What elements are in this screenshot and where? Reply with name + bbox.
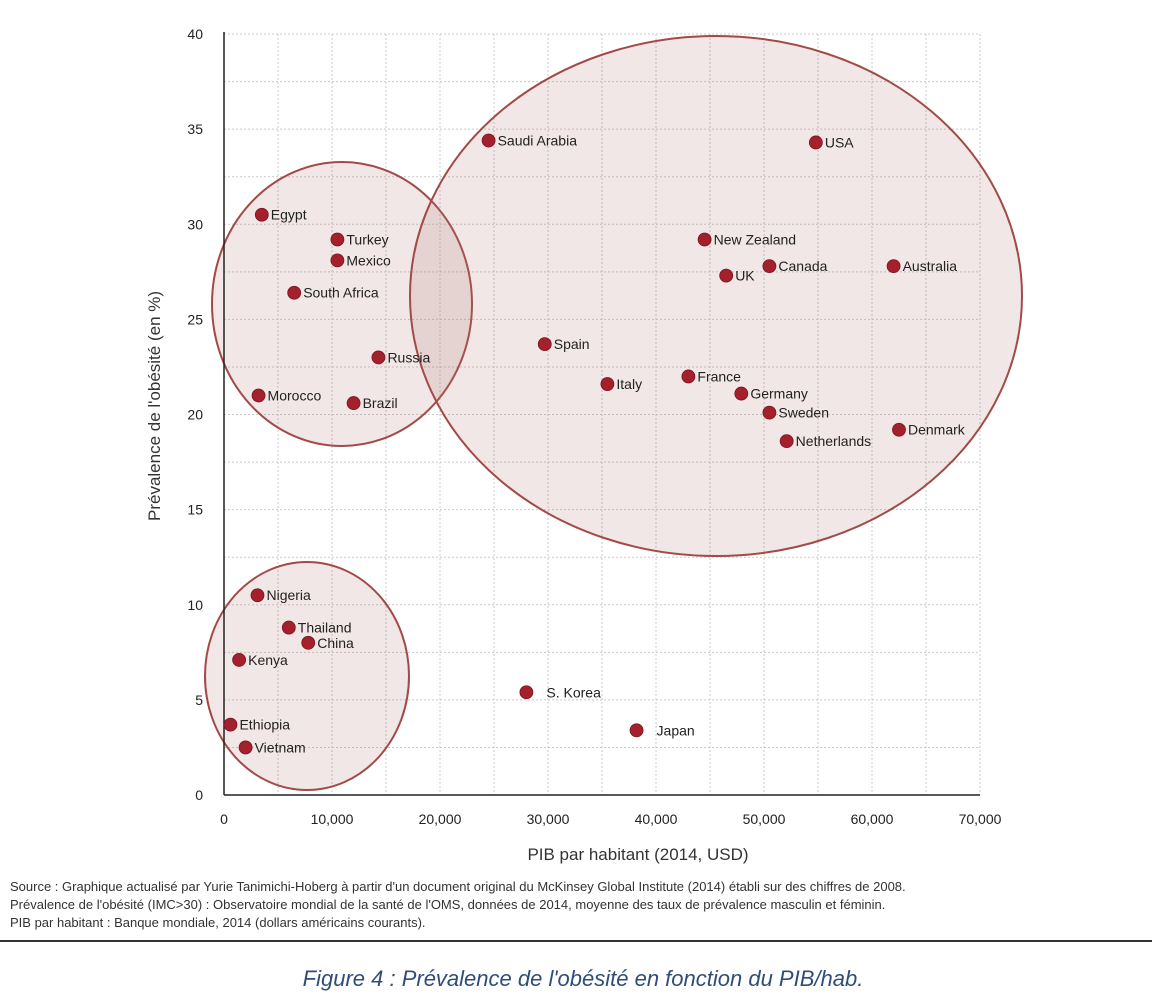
y-tick-label: 30 xyxy=(187,216,203,232)
point-label-usa: USA xyxy=(825,134,854,150)
point-label-s-korea: S. Korea xyxy=(546,684,601,700)
x-tick-label: 50,000 xyxy=(743,811,786,827)
point-label-germany: Germany xyxy=(750,386,808,402)
figure-caption: Figure 4 : Prévalence de l'obésité en fo… xyxy=(302,966,864,991)
point-label-uk: UK xyxy=(735,268,755,284)
point-japan xyxy=(629,723,644,738)
point-label-thailand: Thailand xyxy=(298,620,352,636)
y-tick-label: 5 xyxy=(195,692,203,708)
x-tick-label: 70,000 xyxy=(959,811,1002,827)
x-tick-label: 40,000 xyxy=(635,811,678,827)
x-tick-label: 0 xyxy=(220,811,228,827)
cluster-ellipse-1 xyxy=(211,161,473,447)
point-canada xyxy=(762,259,777,274)
point-s-korea xyxy=(519,685,534,700)
point-label-south-africa: South Africa xyxy=(303,285,379,301)
point-label-sweden: Sweden xyxy=(778,405,829,421)
source-line-3: PIB par habitant : Banque mondiale, 2014… xyxy=(10,915,426,930)
point-egypt xyxy=(254,207,269,222)
point-spain xyxy=(537,337,552,352)
y-tick-label: 25 xyxy=(187,311,203,327)
source-line-2: Prévalence de l'obésité (IMC>30) : Obser… xyxy=(10,897,886,912)
x-axis-title: PIB par habitant (2014, USD) xyxy=(527,845,748,864)
cluster-ellipse-2 xyxy=(409,35,1023,557)
point-denmark xyxy=(892,422,906,437)
point-label-netherlands: Netherlands xyxy=(796,433,872,449)
point-new-zealand xyxy=(697,232,712,247)
point-australia xyxy=(886,259,901,274)
point-sweden xyxy=(762,405,777,420)
point-label-italy: Italy xyxy=(616,376,642,392)
axis-layer: 0 10,000 20,000 30,000 40,000 50,000 60,000 70,… xyxy=(187,26,1001,827)
y-tick-label: 35 xyxy=(187,121,203,137)
point-label-brazil: Brazil xyxy=(363,395,398,411)
point-label-mexico: Mexico xyxy=(346,252,391,268)
grid-layer xyxy=(224,33,981,795)
source-note: Source : Graphique actualisé par Yurie T… xyxy=(10,878,1160,932)
point-italy xyxy=(600,377,615,391)
point-label-new-zealand: New Zealand xyxy=(714,231,797,247)
y-tick-label: 20 xyxy=(187,407,203,423)
point-france xyxy=(681,369,696,384)
cluster-layer xyxy=(204,35,1023,791)
y-tick-label: 15 xyxy=(187,502,203,518)
point-label-kenya: Kenya xyxy=(248,652,288,668)
point-label-turkey: Turkey xyxy=(346,231,388,247)
point-label-japan: Japan xyxy=(657,722,695,738)
point-label-france: France xyxy=(697,368,741,384)
point-saudi-arabia xyxy=(481,133,496,148)
point-label-egypt: Egypt xyxy=(271,207,307,223)
point-label-russia: Russia xyxy=(387,349,430,365)
source-line-1: Source : Graphique actualisé par Yurie T… xyxy=(10,879,906,894)
point-brazil xyxy=(346,396,361,410)
scatter-chart: 0 10,000 20,000 30,000 40,000 50,000 60,000 70,… xyxy=(145,26,1023,864)
x-tick-label: 30,000 xyxy=(527,811,570,827)
point-label-saudi-arabia: Saudi Arabia xyxy=(498,133,578,149)
point-vietnam xyxy=(238,740,253,755)
point-label-australia: Australia xyxy=(903,258,958,274)
point-south-africa xyxy=(287,285,302,300)
point-morocco xyxy=(251,388,266,403)
cluster-ellipse-3 xyxy=(204,561,410,791)
point-label-china: China xyxy=(317,635,354,651)
point-label-spain: Spain xyxy=(554,336,590,352)
y-tick-label: 0 xyxy=(195,787,203,803)
y-axis-title: Prévalence de l'obésité (en %) xyxy=(145,291,164,521)
x-tick-label: 20,000 xyxy=(419,811,462,827)
divider xyxy=(0,940,1152,942)
point-uk xyxy=(719,268,734,283)
point-label-denmark: Denmark xyxy=(908,422,966,438)
point-china xyxy=(301,635,316,650)
point-layer: Saudi Arabia USA Egypt Turkey New Zealand Mex… xyxy=(223,133,966,755)
point-label-vietnam: Vietnam xyxy=(255,739,306,755)
point-label-morocco: Morocco xyxy=(268,387,322,403)
point-label-nigeria: Nigeria xyxy=(266,587,311,603)
point-usa xyxy=(808,135,823,150)
point-ethiopia xyxy=(223,717,238,732)
point-germany xyxy=(734,386,749,401)
point-netherlands xyxy=(779,434,794,449)
point-label-canada: Canada xyxy=(778,258,827,274)
point-kenya xyxy=(232,653,247,667)
y-tick-label: 10 xyxy=(187,597,203,613)
y-tick-label: 40 xyxy=(187,26,203,42)
point-label-ethiopia: Ethiopia xyxy=(239,717,290,733)
point-mexico xyxy=(330,253,345,268)
point-nigeria xyxy=(250,588,265,603)
point-turkey xyxy=(330,232,345,247)
x-tick-label: 60,000 xyxy=(851,811,894,827)
point-russia xyxy=(371,350,386,365)
x-tick-label: 10,000 xyxy=(311,811,354,827)
point-thailand xyxy=(281,620,296,635)
